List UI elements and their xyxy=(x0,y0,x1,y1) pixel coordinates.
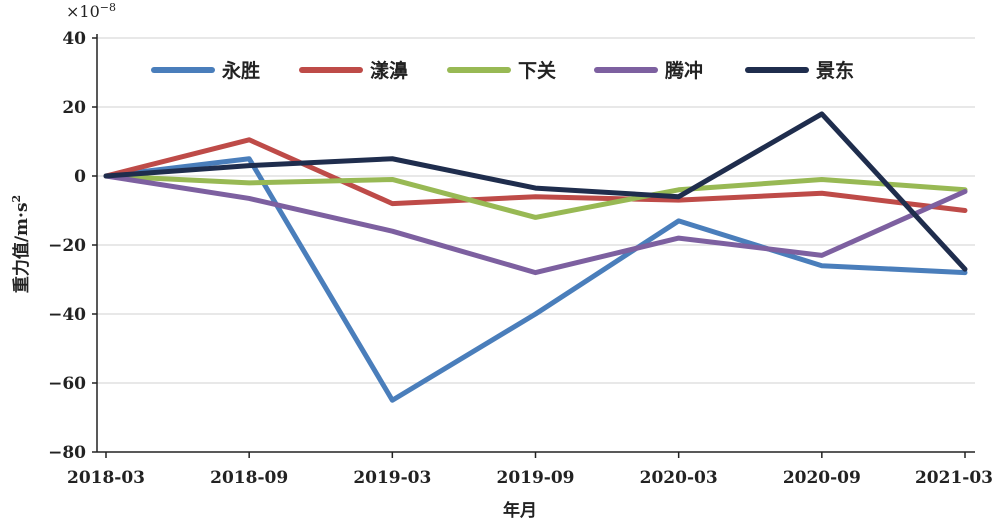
x-axis-title: 年月 xyxy=(503,500,537,521)
y-multiplier: ×10−8 xyxy=(66,1,116,21)
x-tick-label: 2018-03 xyxy=(67,468,145,488)
x-tick-label: 2020-03 xyxy=(640,468,718,488)
y-multiplier-base: ×10 xyxy=(66,2,100,21)
x-tick-label: 2021-03 xyxy=(915,468,993,488)
legend-label: 景东 xyxy=(816,59,854,82)
y-multiplier-exp: −8 xyxy=(100,1,116,14)
legend-label: 永胜 xyxy=(221,59,260,82)
y-tick-label: −20 xyxy=(48,236,86,256)
x-tick-labels: 2018-03 2018-09 2019-03 2019-09 2020-03 2020-… xyxy=(67,468,993,488)
legend-label: 下关 xyxy=(518,59,556,82)
axes xyxy=(92,34,975,458)
y-tick-label: −40 xyxy=(48,305,86,325)
legend: 永胜 漾濞 下关 腾冲 景东 xyxy=(151,59,854,82)
y-axis-title-main: 重力值/m·s xyxy=(11,202,32,293)
series-line xyxy=(103,137,968,213)
y-tick-label: −60 xyxy=(48,374,86,394)
x-tick-label: 2019-09 xyxy=(496,468,574,488)
series-line xyxy=(103,173,968,276)
series-line xyxy=(103,111,968,272)
y-tick-label: 40 xyxy=(62,29,86,49)
x-tick-label: 2018-09 xyxy=(210,468,288,488)
y-gridlines xyxy=(97,37,975,384)
y-tick-label: 20 xyxy=(62,98,86,118)
y-tick-label: −80 xyxy=(48,443,86,463)
y-axis-title: 重力值/m·s2 xyxy=(10,195,32,293)
legend-label: 漾濞 xyxy=(370,59,408,82)
series-line xyxy=(103,173,968,220)
y-tick-label: 0 xyxy=(74,167,86,187)
legend-label: 腾冲 xyxy=(664,59,703,82)
y-tick-labels: 40 20 0 −20 −40 −60 −80 xyxy=(48,29,86,463)
data-series xyxy=(103,111,968,403)
x-tick-label: 2020-09 xyxy=(783,468,861,488)
series-line xyxy=(103,156,968,403)
y-axis-title-sup: 2 xyxy=(10,195,23,203)
x-tick-label: 2019-03 xyxy=(353,468,431,488)
